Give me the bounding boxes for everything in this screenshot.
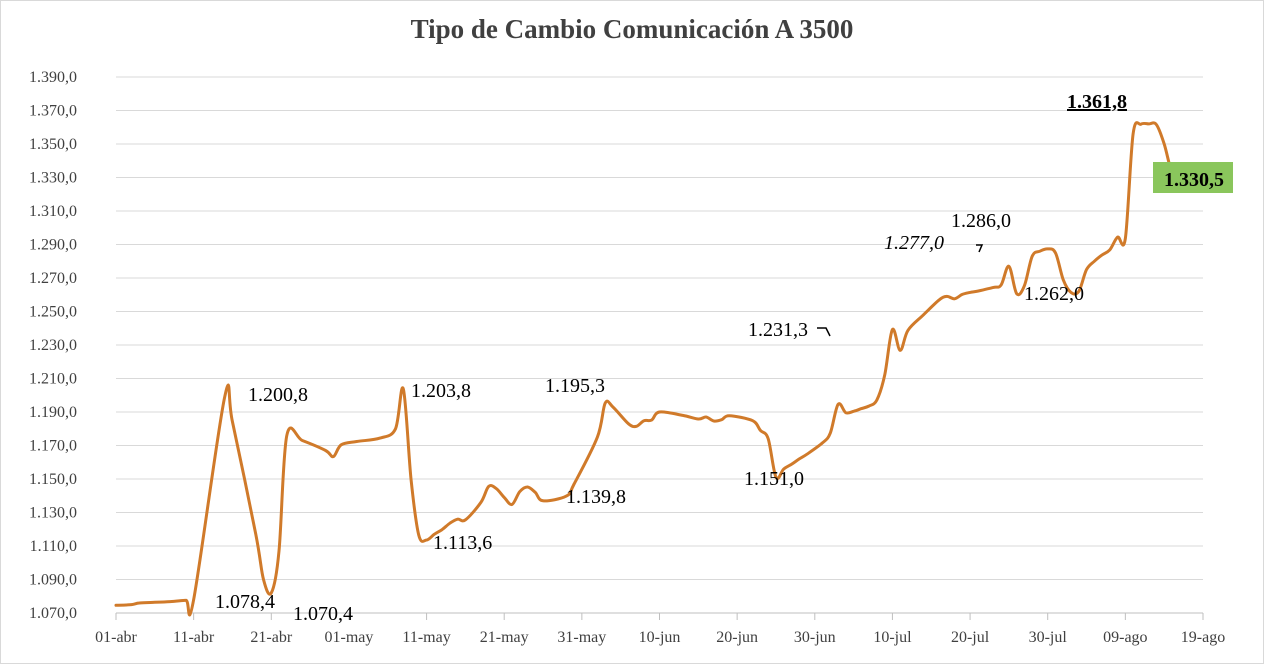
x-tick-label: 20-jun — [716, 629, 758, 646]
y-tick-label: 1.130,0 — [29, 505, 77, 522]
gridlines — [116, 76, 1203, 580]
data-label: 1.330,5 — [1164, 169, 1224, 191]
y-tick-label: 1.390,0 — [29, 69, 77, 86]
y-tick-label: 1.330,0 — [29, 170, 77, 187]
y-tick-label: 1.070,0 — [29, 605, 77, 622]
x-tick-label: 09-ago — [1103, 629, 1147, 646]
y-tick-label: 1.090,0 — [29, 572, 77, 589]
data-label: 1.286,0 — [951, 210, 1011, 232]
y-tick-label: 1.290,0 — [29, 237, 77, 254]
annotation-layer: 1.200,8 1.078,4 1.070,4 1.203,8 1.113,6 1.195… — [215, 91, 1233, 625]
annotation-leader-line — [976, 244, 984, 253]
y-tick-label: 1.190,0 — [29, 404, 77, 421]
x-tick-label: 21-may — [480, 629, 529, 646]
y-tick-label: 1.250,0 — [29, 304, 77, 321]
data-label: 1.203,8 — [411, 380, 471, 402]
x-tick-label: 20-jul — [951, 629, 990, 646]
y-tick-label: 1.270,0 — [29, 270, 77, 287]
x-tick-label: 10-jul — [873, 629, 912, 646]
x-tick-label: 19-ago — [1181, 629, 1225, 646]
y-tick-label: 1.110,0 — [30, 538, 77, 555]
x-tick-label: 30-jun — [794, 629, 836, 646]
data-label: 1.231,3 — [748, 319, 808, 341]
x-tick-label: 11-may — [402, 629, 450, 646]
x-axis-ticks: 01-abr 11-abr 21-abr 01-may 11-may 21-may 31-m… — [95, 629, 1225, 646]
x-tick-label: 01-abr — [95, 629, 137, 646]
x-tick-label: 10-jun — [639, 629, 681, 646]
y-tick-label: 1.370,0 — [29, 103, 77, 120]
x-tick-label: 01-may — [324, 629, 373, 646]
data-label: 1.113,6 — [433, 532, 492, 554]
series-layer — [114, 121, 1205, 617]
y-axis-ticks: 1.070,0 1.090,0 1.110,0 1.130,0 1.150,0 1.170… — [29, 69, 77, 622]
data-label: 1.262,0 — [1024, 283, 1084, 305]
x-tick-label: 11-abr — [173, 629, 215, 646]
x-axis — [115, 612, 1204, 620]
y-tick-label: 1.230,0 — [29, 337, 77, 354]
data-label: 1.070,4 — [293, 603, 353, 625]
data-label: 1.195,3 — [545, 375, 605, 397]
last-value-box — [1153, 162, 1233, 193]
y-tick-label: 1.150,0 — [29, 471, 77, 488]
data-label: 1.277,0 — [884, 232, 944, 254]
chart-title: Tipo de Cambio Comunicación A 3500 — [410, 14, 854, 44]
y-tick-label: 1.350,0 — [29, 136, 77, 153]
data-label: 1.078,4 — [215, 591, 275, 613]
data-label: 1.151,0 — [744, 468, 804, 490]
series-line — [114, 121, 1205, 617]
x-tick-label: 30-jul — [1029, 629, 1068, 646]
x-tick-label: 31-may — [557, 629, 606, 646]
y-tick-label: 1.170,0 — [29, 438, 77, 455]
y-tick-label: 1.210,0 — [29, 371, 77, 388]
data-label: 1.139,8 — [566, 486, 626, 508]
data-label: 1.361,8 — [1067, 91, 1127, 113]
x-tick-label: 21-abr — [250, 629, 292, 646]
annotation-leader-line — [817, 327, 831, 337]
y-tick-label: 1.310,0 — [29, 203, 77, 220]
data-label: 1.200,8 — [248, 384, 308, 406]
